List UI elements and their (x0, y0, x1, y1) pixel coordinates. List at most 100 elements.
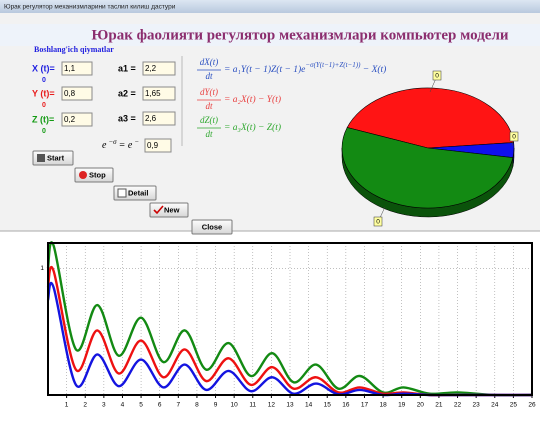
x-tick-label: 4 (121, 402, 125, 409)
button-label[interactable]: Close (202, 222, 222, 231)
header-title: Юрак фаолияти регулятор механизмлари ком… (91, 27, 508, 43)
initial-label: Z (t)= (32, 114, 54, 124)
initial-value: 0,2 (64, 115, 76, 124)
initial-value: 1,1 (64, 64, 76, 73)
x-tick-label: 14 (305, 402, 313, 409)
stop-icon (79, 171, 87, 179)
x-tick-label: 19 (398, 402, 406, 409)
param-box[interactable] (142, 86, 176, 101)
param-label: a3 = (118, 113, 136, 123)
x-tick-label: 2 (83, 402, 87, 409)
x-tick-label: 13 (286, 402, 294, 409)
button-label[interactable]: Stop (89, 170, 106, 179)
sigma-formula: e −σ = e − (102, 138, 139, 152)
x-tick-label: 18 (379, 402, 387, 409)
initial-label: X (t)= (32, 63, 55, 73)
button-label[interactable]: Detail (128, 188, 148, 197)
equation-rhs: = a₁Y(t − 1)Z(t − 1)e−σ(Y(t−1)+Z(t−1)) −… (224, 61, 386, 76)
x-tick-label: 15 (324, 402, 332, 409)
x-tick-label: 1 (65, 402, 69, 409)
detail-icon (117, 188, 127, 198)
param-label: a2 = (118, 88, 136, 98)
button-face[interactable] (191, 219, 233, 235)
pie-label-box (432, 70, 442, 81)
pie-label-box (509, 131, 519, 142)
x-tick-label: 3 (102, 402, 106, 409)
initial-box[interactable] (61, 86, 93, 101)
sigma-value: 0,9 (147, 141, 159, 150)
pie-label: 0 (376, 219, 380, 226)
equation-numerator: dX(t) (200, 57, 219, 67)
param-value: 1,65 (145, 89, 161, 98)
x-tick-label: 21 (435, 402, 443, 409)
new-icon (153, 205, 164, 215)
chart-panel (0, 231, 540, 419)
y-tick-label: 1 (40, 265, 44, 272)
sigma-lhs_sup: −σ (108, 138, 117, 146)
button[interactable]: Close (191, 219, 233, 235)
pie-label-box (373, 216, 383, 227)
param-value: 2,6 (145, 114, 157, 123)
equation-rhs: = a₂X(t) − Y(t) (224, 94, 281, 105)
equation-denominator: dt (205, 71, 213, 81)
equation-numerator: dY(t) (200, 87, 218, 97)
equation-numerator: dZ(t) (200, 115, 218, 125)
button[interactable]: Stop (74, 167, 114, 183)
x-tick-label: 11 (249, 402, 256, 409)
initial-label: Y (t)= (32, 88, 55, 98)
sigma-lhs: e (102, 140, 107, 151)
x-tick-label: 16 (342, 402, 350, 409)
title-bar (0, 0, 540, 13)
x-tick-label: 8 (195, 402, 199, 409)
x-tick-label: 12 (268, 402, 276, 409)
pie-slice (346, 87, 514, 149)
window-title: Юрак регулятор механизмларини таслил кил… (4, 4, 176, 11)
initial-value: 0,8 (64, 89, 76, 98)
button[interactable]: New (149, 202, 189, 218)
header-band (0, 24, 540, 46)
param-value: 2,2 (145, 64, 157, 73)
equation-rhs: = a₃X(t) − Z(t) (224, 122, 281, 133)
equation-body: = a₁Y(t − 1)Z(t − 1)e (224, 64, 305, 75)
x-tick-label: 22 (454, 402, 462, 409)
initial-note: 0 (42, 102, 46, 109)
pie-label: 0 (512, 134, 516, 141)
pie-label: 0 (435, 73, 439, 80)
x-tick-label: 9 (214, 402, 218, 409)
equation-tail: − X(t) (360, 64, 386, 75)
sigma-mid: = e (119, 140, 133, 151)
x-tick-label: 20 (417, 402, 425, 409)
initial-note: 0 (42, 128, 46, 135)
x-tick-label: 7 (176, 402, 180, 409)
start-icon (37, 154, 45, 162)
button[interactable]: Detail (113, 185, 157, 201)
series-line (46, 241, 533, 397)
param-box[interactable] (142, 61, 176, 76)
equation-exponent: −σ(Y(t−1)+Z(t−1)) (305, 61, 361, 69)
sigma-mid_sup: − (134, 138, 139, 146)
button-face[interactable] (149, 202, 189, 218)
plot-border (47, 242, 533, 396)
initial-note: 0 (42, 77, 46, 84)
x-tick-label: 26 (528, 402, 536, 409)
x-tick-label: 24 (491, 402, 499, 409)
initial-box[interactable] (61, 61, 93, 76)
param-box[interactable] (142, 111, 176, 126)
equation-body: = a₂X(t) − Y(t) (224, 94, 281, 105)
equation-body: = a₃X(t) − Z(t) (224, 122, 281, 133)
inputs-heading: Boshlang'ich qiymatlar (34, 45, 114, 54)
initial-box[interactable] (61, 112, 93, 127)
x-tick-label: 6 (158, 402, 162, 409)
x-tick-label: 5 (139, 402, 143, 409)
button-label[interactable]: New (164, 205, 180, 214)
pie-slice (341, 127, 514, 209)
x-tick-label: 25 (510, 402, 518, 409)
equation-denominator: dt (205, 101, 213, 111)
param-label: a1 = (118, 63, 136, 73)
x-tick-label: 17 (361, 402, 369, 409)
sigma-box[interactable] (144, 138, 172, 153)
button[interactable]: Start (32, 150, 74, 166)
button-label[interactable]: Start (47, 153, 65, 162)
equation-denominator: dt (205, 129, 213, 139)
